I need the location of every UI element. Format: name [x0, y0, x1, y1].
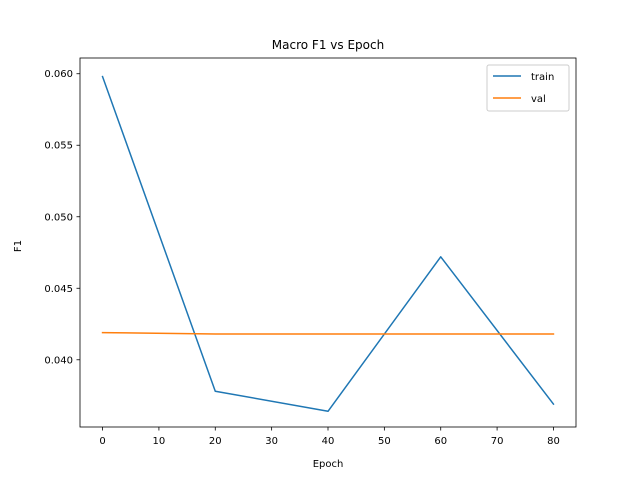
series-line-train [101, 75, 555, 413]
x-tick-label: 50 [378, 436, 391, 447]
y-axis-label: F1 [13, 240, 24, 252]
legend-label-val: val [531, 94, 546, 105]
x-tick-label: 0 [99, 436, 105, 447]
x-tick-label: 10 [153, 436, 166, 447]
x-tick-label: 70 [491, 436, 504, 447]
series-line-val [101, 331, 555, 335]
x-axis-label: Epoch [313, 459, 344, 470]
x-tick-label: 30 [265, 436, 278, 447]
y-tick-label: 0.040 [44, 355, 73, 366]
x-tick-label: 80 [547, 436, 560, 447]
y-tick-label: 0.060 [44, 69, 73, 80]
x-tick-label: 40 [322, 436, 335, 447]
y-tick-label: 0.055 [44, 141, 73, 152]
y-tick-label: 0.045 [44, 284, 73, 295]
chart-title: Macro F1 vs Epoch [272, 38, 384, 52]
legend-box [486, 64, 570, 112]
legend-label-train: train [531, 72, 554, 83]
x-tick-label: 20 [209, 436, 222, 447]
y-tick-label: 0.050 [44, 212, 73, 223]
plot-area: 0 10 20 30 40 50 60 70 80 0.040 0.045 0.050 0.055 0.0… [44, 57, 577, 447]
x-tick-label: 60 [434, 436, 447, 447]
